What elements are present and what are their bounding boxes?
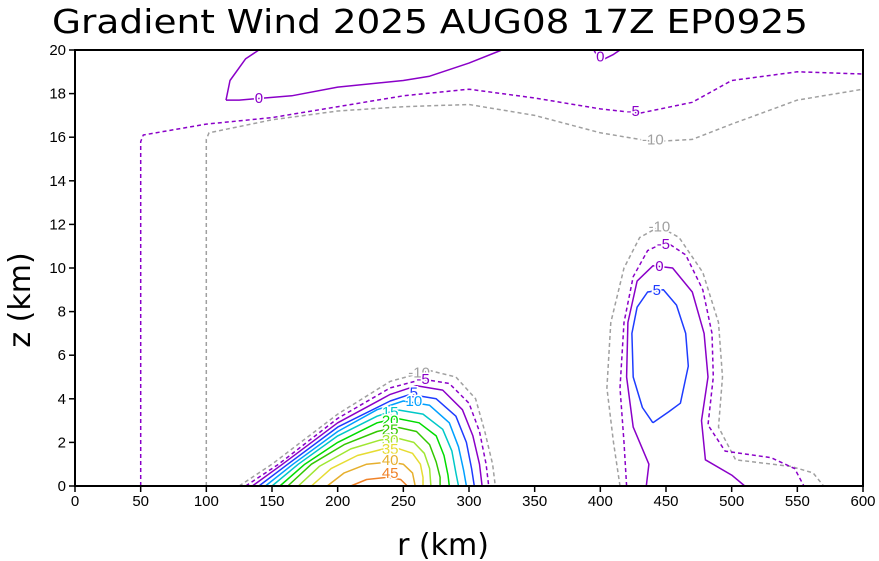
contour-line-level-neg5	[619, 241, 805, 487]
y-tick-label: 0	[58, 478, 66, 495]
x-tick-label: 450	[653, 493, 678, 510]
contour-label: 25	[382, 421, 399, 438]
contour-label: -10	[408, 365, 430, 382]
contour-label: 30	[382, 432, 399, 449]
contour-line-level-5	[258, 393, 476, 487]
contour-line-level-45	[350, 476, 408, 487]
contour-line-level-25	[287, 426, 441, 487]
contour-line-level-0	[226, 49, 503, 101]
x-tick-label: 100	[194, 493, 219, 510]
x-axis: 0 50 100 150 200 250 300 350 400 450 500 550 600	[71, 486, 876, 510]
contour-label: 35	[382, 441, 399, 458]
y-tick-label: 20	[49, 42, 66, 59]
contour-line-level-neg5	[245, 378, 490, 487]
x-tick-label: 300	[456, 493, 481, 510]
contour-label: -10	[649, 219, 671, 236]
y-tick-label: 18	[49, 86, 66, 103]
plot-frame	[74, 49, 864, 487]
contour-label: -5	[626, 103, 639, 120]
contour-label: -5	[657, 236, 670, 253]
x-tick-label: 500	[719, 493, 744, 510]
x-tick-label: 150	[259, 493, 284, 510]
x-tick-label: 550	[785, 493, 810, 510]
y-tick-label: 12	[49, 216, 66, 233]
y-tick-label: 10	[49, 260, 66, 277]
x-tick-label: 350	[522, 493, 547, 510]
contour-label: -5	[416, 371, 429, 388]
contour-label: 5	[653, 282, 661, 299]
contour-line-level-10	[264, 400, 468, 487]
contour-label: 20	[382, 413, 399, 430]
y-tick-label: 8	[58, 304, 66, 321]
contour-line-level-neg10	[205, 88, 864, 486]
contour-line-level-0	[625, 265, 746, 487]
contour-label: 15	[382, 404, 399, 421]
contour-label: 5	[410, 384, 418, 401]
x-tick-label: 600	[850, 493, 875, 510]
contour-line-level-0	[251, 384, 483, 487]
contour-label: 45	[382, 465, 399, 482]
y-tick-label: 16	[49, 129, 66, 146]
x-axis-label: r (km)	[397, 528, 489, 561]
contour-label: 0	[255, 90, 263, 107]
contour-line-level-0	[225, 49, 260, 101]
x-tick-label: 0	[71, 493, 79, 510]
contour-line-level-20	[279, 417, 451, 487]
y-axis: 0 2 4 6 8 10 12 14 16 18 20	[49, 42, 75, 495]
y-tick-label: 4	[58, 391, 66, 408]
contour-layer	[139, 49, 864, 487]
contour-label: 0	[596, 49, 604, 66]
contour-line-level-35	[310, 448, 424, 487]
y-tick-label: 14	[49, 173, 66, 190]
contour-line-level-40	[326, 461, 416, 487]
contour-line-level-neg10	[238, 369, 497, 487]
contour-line-level-0	[593, 49, 621, 62]
chart-title: Gradient Wind 2025 AUG08 17Z EP0925	[52, 2, 808, 41]
contour-line-level-15	[271, 408, 460, 487]
contour-line-level-30	[297, 437, 432, 487]
contour-label: -10	[642, 131, 664, 148]
contour-line-level-neg10	[606, 225, 825, 487]
x-tick-label: 400	[588, 493, 613, 510]
contour-label: 40	[382, 452, 399, 469]
y-tick-label: 2	[58, 434, 66, 451]
x-tick-label: 250	[391, 493, 416, 510]
contour-line-level-5	[631, 289, 690, 424]
x-tick-label: 200	[325, 493, 350, 510]
y-tick-label: 6	[58, 347, 66, 364]
contour-label: 0	[655, 258, 663, 275]
y-axis-label: z (km)	[3, 252, 38, 347]
contour-line-level-neg5	[139, 71, 864, 486]
x-tick-label: 50	[132, 493, 149, 510]
contour-label: 10	[405, 393, 422, 410]
